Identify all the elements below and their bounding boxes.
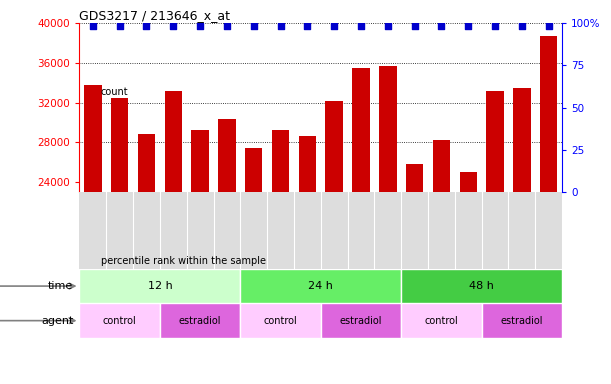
Bar (481, 303, 562, 338)
Bar (486, 91, 504, 192)
Text: estradiol: estradiol (500, 316, 543, 326)
Point (463, 23, 473, 29)
Point (222, 23, 232, 29)
Bar (86, 38, 97, 146)
Text: agent: agent (41, 316, 73, 326)
Bar (79, 303, 160, 338)
Text: time: time (48, 281, 73, 291)
Bar (379, 66, 397, 192)
Bar (321, 303, 401, 338)
Point (490, 23, 500, 29)
Bar (245, 148, 263, 192)
Point (115, 23, 125, 29)
Point (436, 23, 446, 29)
Bar (513, 88, 530, 192)
Text: percentile rank within the sample: percentile rank within the sample (101, 256, 266, 266)
Point (276, 23, 285, 29)
Bar (401, 303, 481, 338)
Point (302, 23, 312, 29)
Bar (406, 164, 423, 192)
Bar (240, 269, 401, 303)
Bar (299, 136, 316, 192)
Bar (191, 131, 209, 192)
Bar (137, 134, 155, 192)
Point (517, 23, 527, 29)
Bar (111, 98, 128, 192)
Bar (240, 303, 321, 338)
Point (169, 23, 178, 29)
Point (142, 23, 152, 29)
Text: 24 h: 24 h (309, 281, 333, 291)
Bar (79, 269, 240, 303)
Text: control: control (264, 316, 298, 326)
Point (88, 23, 98, 29)
Bar (540, 36, 557, 192)
Bar (218, 119, 236, 192)
Bar (272, 131, 289, 192)
Text: estradiol: estradiol (179, 316, 221, 326)
Bar (326, 101, 343, 192)
Point (383, 23, 393, 29)
Bar (160, 303, 240, 338)
Point (410, 23, 420, 29)
Point (249, 23, 258, 29)
Text: 12 h: 12 h (147, 281, 172, 291)
Text: count: count (101, 87, 128, 97)
Bar (86, 207, 97, 315)
Text: GDS3217 / 213646_x_at: GDS3217 / 213646_x_at (79, 9, 230, 22)
Text: 48 h: 48 h (469, 281, 494, 291)
Bar (84, 84, 101, 192)
Text: control: control (103, 316, 136, 326)
Bar (433, 140, 450, 192)
Point (356, 23, 366, 29)
Bar (164, 91, 182, 192)
Text: estradiol: estradiol (340, 316, 382, 326)
Bar (459, 172, 477, 192)
Point (544, 23, 554, 29)
Bar (353, 68, 370, 192)
Text: control: control (425, 316, 458, 326)
Bar (401, 269, 562, 303)
Point (196, 23, 205, 29)
Point (329, 23, 339, 29)
